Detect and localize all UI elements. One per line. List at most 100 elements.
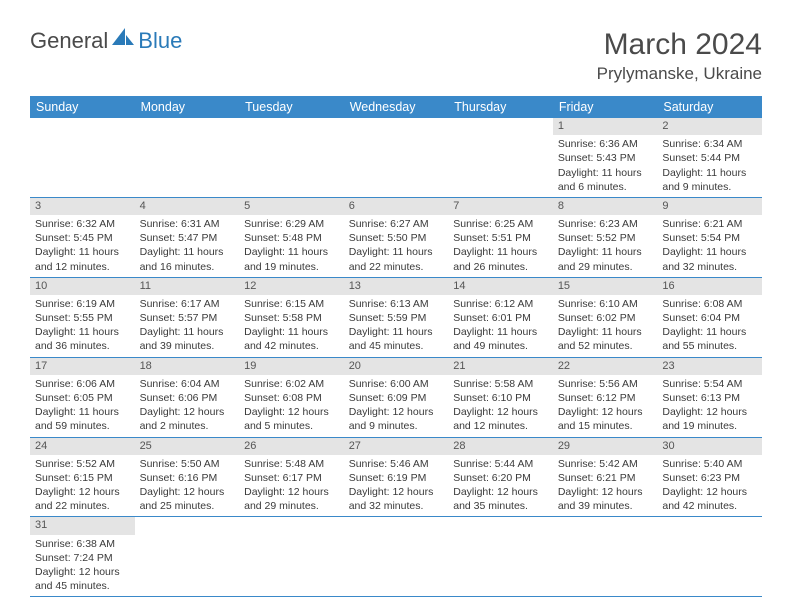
calendar-week-row: 10Sunrise: 6:19 AMSunset: 5:55 PMDayligh… (30, 277, 762, 357)
day-details: Sunrise: 6:17 AMSunset: 5:57 PMDaylight:… (135, 295, 240, 357)
day-number: 25 (135, 438, 240, 455)
daylight-line: Daylight: 11 hours and 12 minutes. (35, 245, 130, 273)
calendar-cell: 25Sunrise: 5:50 AMSunset: 6:16 PMDayligh… (135, 437, 240, 517)
calendar-cell: 26Sunrise: 5:48 AMSunset: 6:17 PMDayligh… (239, 437, 344, 517)
sunset-line: Sunset: 5:59 PM (349, 311, 444, 325)
calendar-cell: 24Sunrise: 5:52 AMSunset: 6:15 PMDayligh… (30, 437, 135, 517)
calendar-cell (344, 517, 449, 597)
day-number: 3 (30, 198, 135, 215)
sunrise-line: Sunrise: 6:13 AM (349, 297, 444, 311)
calendar-cell: 9Sunrise: 6:21 AMSunset: 5:54 PMDaylight… (657, 197, 762, 277)
calendar-cell (239, 118, 344, 197)
day-number: 29 (553, 438, 658, 455)
sunset-line: Sunset: 6:10 PM (453, 391, 548, 405)
day-details: Sunrise: 6:32 AMSunset: 5:45 PMDaylight:… (30, 215, 135, 277)
calendar-cell: 17Sunrise: 6:06 AMSunset: 6:05 PMDayligh… (30, 357, 135, 437)
day-details: Sunrise: 5:58 AMSunset: 6:10 PMDaylight:… (448, 375, 553, 437)
day-number: 12 (239, 278, 344, 295)
day-number: 20 (344, 358, 449, 375)
weekday-header: Sunday (30, 96, 135, 118)
daylight-line: Daylight: 11 hours and 36 minutes. (35, 325, 130, 353)
day-details: Sunrise: 6:34 AMSunset: 5:44 PMDaylight:… (657, 135, 762, 197)
daylight-line: Daylight: 11 hours and 42 minutes. (244, 325, 339, 353)
sunset-line: Sunset: 5:58 PM (244, 311, 339, 325)
day-number: 1 (553, 118, 658, 135)
sunset-line: Sunset: 6:23 PM (662, 471, 757, 485)
calendar-cell: 29Sunrise: 5:42 AMSunset: 6:21 PMDayligh… (553, 437, 658, 517)
day-number: 31 (30, 517, 135, 534)
sunset-line: Sunset: 6:21 PM (558, 471, 653, 485)
sunrise-line: Sunrise: 6:06 AM (35, 377, 130, 391)
day-details: Sunrise: 6:02 AMSunset: 6:08 PMDaylight:… (239, 375, 344, 437)
day-number: 18 (135, 358, 240, 375)
sunrise-line: Sunrise: 6:21 AM (662, 217, 757, 231)
weekday-header: Friday (553, 96, 658, 118)
day-details: Sunrise: 6:31 AMSunset: 5:47 PMDaylight:… (135, 215, 240, 277)
sunset-line: Sunset: 6:19 PM (349, 471, 444, 485)
day-number: 5 (239, 198, 344, 215)
daylight-line: Daylight: 12 hours and 5 minutes. (244, 405, 339, 433)
sunrise-line: Sunrise: 5:58 AM (453, 377, 548, 391)
weekday-header: Wednesday (344, 96, 449, 118)
sunset-line: Sunset: 5:55 PM (35, 311, 130, 325)
sunset-line: Sunset: 6:13 PM (662, 391, 757, 405)
calendar-cell: 3Sunrise: 6:32 AMSunset: 5:45 PMDaylight… (30, 197, 135, 277)
calendar-cell: 16Sunrise: 6:08 AMSunset: 6:04 PMDayligh… (657, 277, 762, 357)
day-details: Sunrise: 6:21 AMSunset: 5:54 PMDaylight:… (657, 215, 762, 277)
sunrise-line: Sunrise: 5:40 AM (662, 457, 757, 471)
day-details: Sunrise: 6:19 AMSunset: 5:55 PMDaylight:… (30, 295, 135, 357)
sunrise-line: Sunrise: 6:02 AM (244, 377, 339, 391)
calendar-cell: 22Sunrise: 5:56 AMSunset: 6:12 PMDayligh… (553, 357, 658, 437)
calendar-cell: 31Sunrise: 6:38 AMSunset: 7:24 PMDayligh… (30, 517, 135, 597)
day-details: Sunrise: 6:10 AMSunset: 6:02 PMDaylight:… (553, 295, 658, 357)
sunset-line: Sunset: 5:54 PM (662, 231, 757, 245)
day-details: Sunrise: 6:06 AMSunset: 6:05 PMDaylight:… (30, 375, 135, 437)
calendar-cell: 28Sunrise: 5:44 AMSunset: 6:20 PMDayligh… (448, 437, 553, 517)
calendar-cell: 4Sunrise: 6:31 AMSunset: 5:47 PMDaylight… (135, 197, 240, 277)
sunset-line: Sunset: 6:09 PM (349, 391, 444, 405)
day-details: Sunrise: 6:15 AMSunset: 5:58 PMDaylight:… (239, 295, 344, 357)
sunset-line: Sunset: 5:50 PM (349, 231, 444, 245)
weekday-header: Thursday (448, 96, 553, 118)
calendar-cell (135, 118, 240, 197)
sunrise-line: Sunrise: 6:19 AM (35, 297, 130, 311)
sunset-line: Sunset: 6:08 PM (244, 391, 339, 405)
sunrise-line: Sunrise: 6:32 AM (35, 217, 130, 231)
calendar-cell (30, 118, 135, 197)
sunrise-line: Sunrise: 6:34 AM (662, 137, 757, 151)
calendar-cell: 2Sunrise: 6:34 AMSunset: 5:44 PMDaylight… (657, 118, 762, 197)
day-details: Sunrise: 6:12 AMSunset: 6:01 PMDaylight:… (448, 295, 553, 357)
day-number: 30 (657, 438, 762, 455)
day-number: 10 (30, 278, 135, 295)
calendar-cell: 1Sunrise: 6:36 AMSunset: 5:43 PMDaylight… (553, 118, 658, 197)
sunrise-line: Sunrise: 6:08 AM (662, 297, 757, 311)
day-number: 7 (448, 198, 553, 215)
day-details: Sunrise: 6:13 AMSunset: 5:59 PMDaylight:… (344, 295, 449, 357)
sunrise-line: Sunrise: 6:15 AM (244, 297, 339, 311)
day-details: Sunrise: 5:54 AMSunset: 6:13 PMDaylight:… (657, 375, 762, 437)
sunset-line: Sunset: 5:44 PM (662, 151, 757, 165)
sunset-line: Sunset: 5:52 PM (558, 231, 653, 245)
daylight-line: Daylight: 12 hours and 19 minutes. (662, 405, 757, 433)
calendar-cell: 7Sunrise: 6:25 AMSunset: 5:51 PMDaylight… (448, 197, 553, 277)
sunrise-line: Sunrise: 6:12 AM (453, 297, 548, 311)
calendar-cell: 30Sunrise: 5:40 AMSunset: 6:23 PMDayligh… (657, 437, 762, 517)
calendar-cell: 27Sunrise: 5:46 AMSunset: 6:19 PMDayligh… (344, 437, 449, 517)
weekday-header: Monday (135, 96, 240, 118)
logo-text-general: General (30, 28, 108, 54)
calendar-cell (448, 118, 553, 197)
sunset-line: Sunset: 6:01 PM (453, 311, 548, 325)
sunrise-line: Sunrise: 6:31 AM (140, 217, 235, 231)
calendar-cell: 10Sunrise: 6:19 AMSunset: 5:55 PMDayligh… (30, 277, 135, 357)
day-details: Sunrise: 5:42 AMSunset: 6:21 PMDaylight:… (553, 455, 658, 517)
sunset-line: Sunset: 7:24 PM (35, 551, 130, 565)
day-number: 15 (553, 278, 658, 295)
calendar-cell: 6Sunrise: 6:27 AMSunset: 5:50 PMDaylight… (344, 197, 449, 277)
sunrise-line: Sunrise: 6:29 AM (244, 217, 339, 231)
day-number: 14 (448, 278, 553, 295)
sunset-line: Sunset: 6:15 PM (35, 471, 130, 485)
day-number: 6 (344, 198, 449, 215)
day-details: Sunrise: 5:46 AMSunset: 6:19 PMDaylight:… (344, 455, 449, 517)
daylight-line: Daylight: 12 hours and 25 minutes. (140, 485, 235, 513)
logo-text-blue: Blue (138, 28, 182, 54)
